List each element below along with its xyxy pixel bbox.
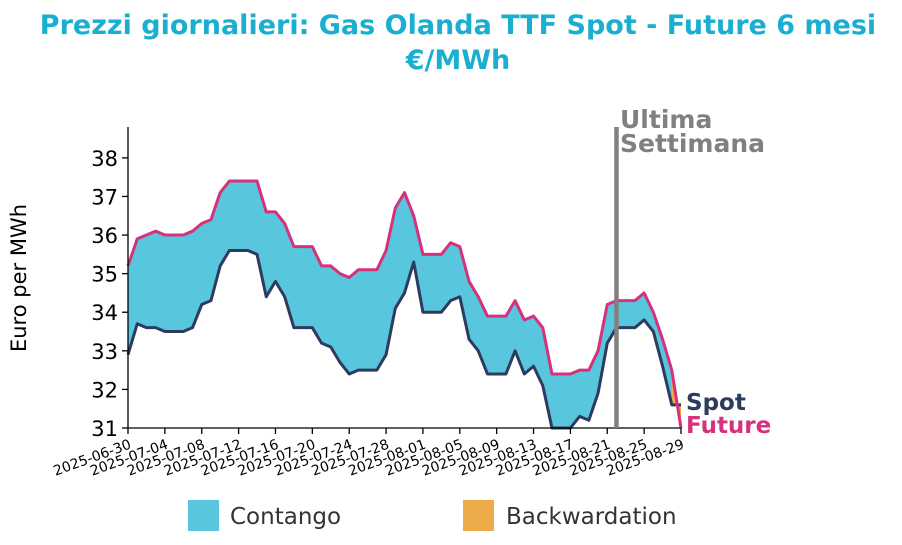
y-tick-label: 34: [91, 301, 118, 325]
series-line-future: [126, 179, 683, 429]
y-ticks: 31 32 33 34 35 36 37 38: [91, 147, 128, 441]
legend-label-contango: Contango: [230, 504, 341, 530]
backwardation-area: [671, 370, 681, 428]
spot-series-label: Spot: [686, 390, 746, 416]
future-series-label: Future: [686, 413, 771, 439]
series-lines: [126, 179, 683, 430]
y-tick-label: 38: [91, 147, 118, 171]
y-axis-label: Euro per MWh: [7, 204, 31, 352]
spread-areas: [128, 181, 681, 428]
y-tick-label: 35: [91, 263, 118, 287]
y-tick-label: 32: [91, 378, 118, 402]
y-tick-label: 31: [91, 417, 118, 441]
legend-swatch-backwardation: [463, 500, 494, 531]
chart-subtitle: €/MWh: [405, 45, 511, 76]
last-week-label-line-1: Ultima: [620, 105, 712, 134]
y-tick-label: 37: [91, 185, 118, 209]
legend-swatch-contango: [188, 500, 219, 531]
y-tick-label: 36: [91, 224, 118, 248]
legend-label-backwardation: Backwardation: [506, 504, 677, 530]
last-week-label-line-2: Settimana: [620, 129, 765, 158]
contango-area: [128, 181, 681, 428]
chart-title: Prezzi giornalieri: Gas Olanda TTF Spot …: [40, 10, 876, 41]
series-line-spot: [126, 248, 681, 430]
x-ticks: 2025-06-302025-07-042025-07-082025-07-12…: [51, 428, 686, 480]
y-tick-label: 33: [91, 340, 118, 364]
